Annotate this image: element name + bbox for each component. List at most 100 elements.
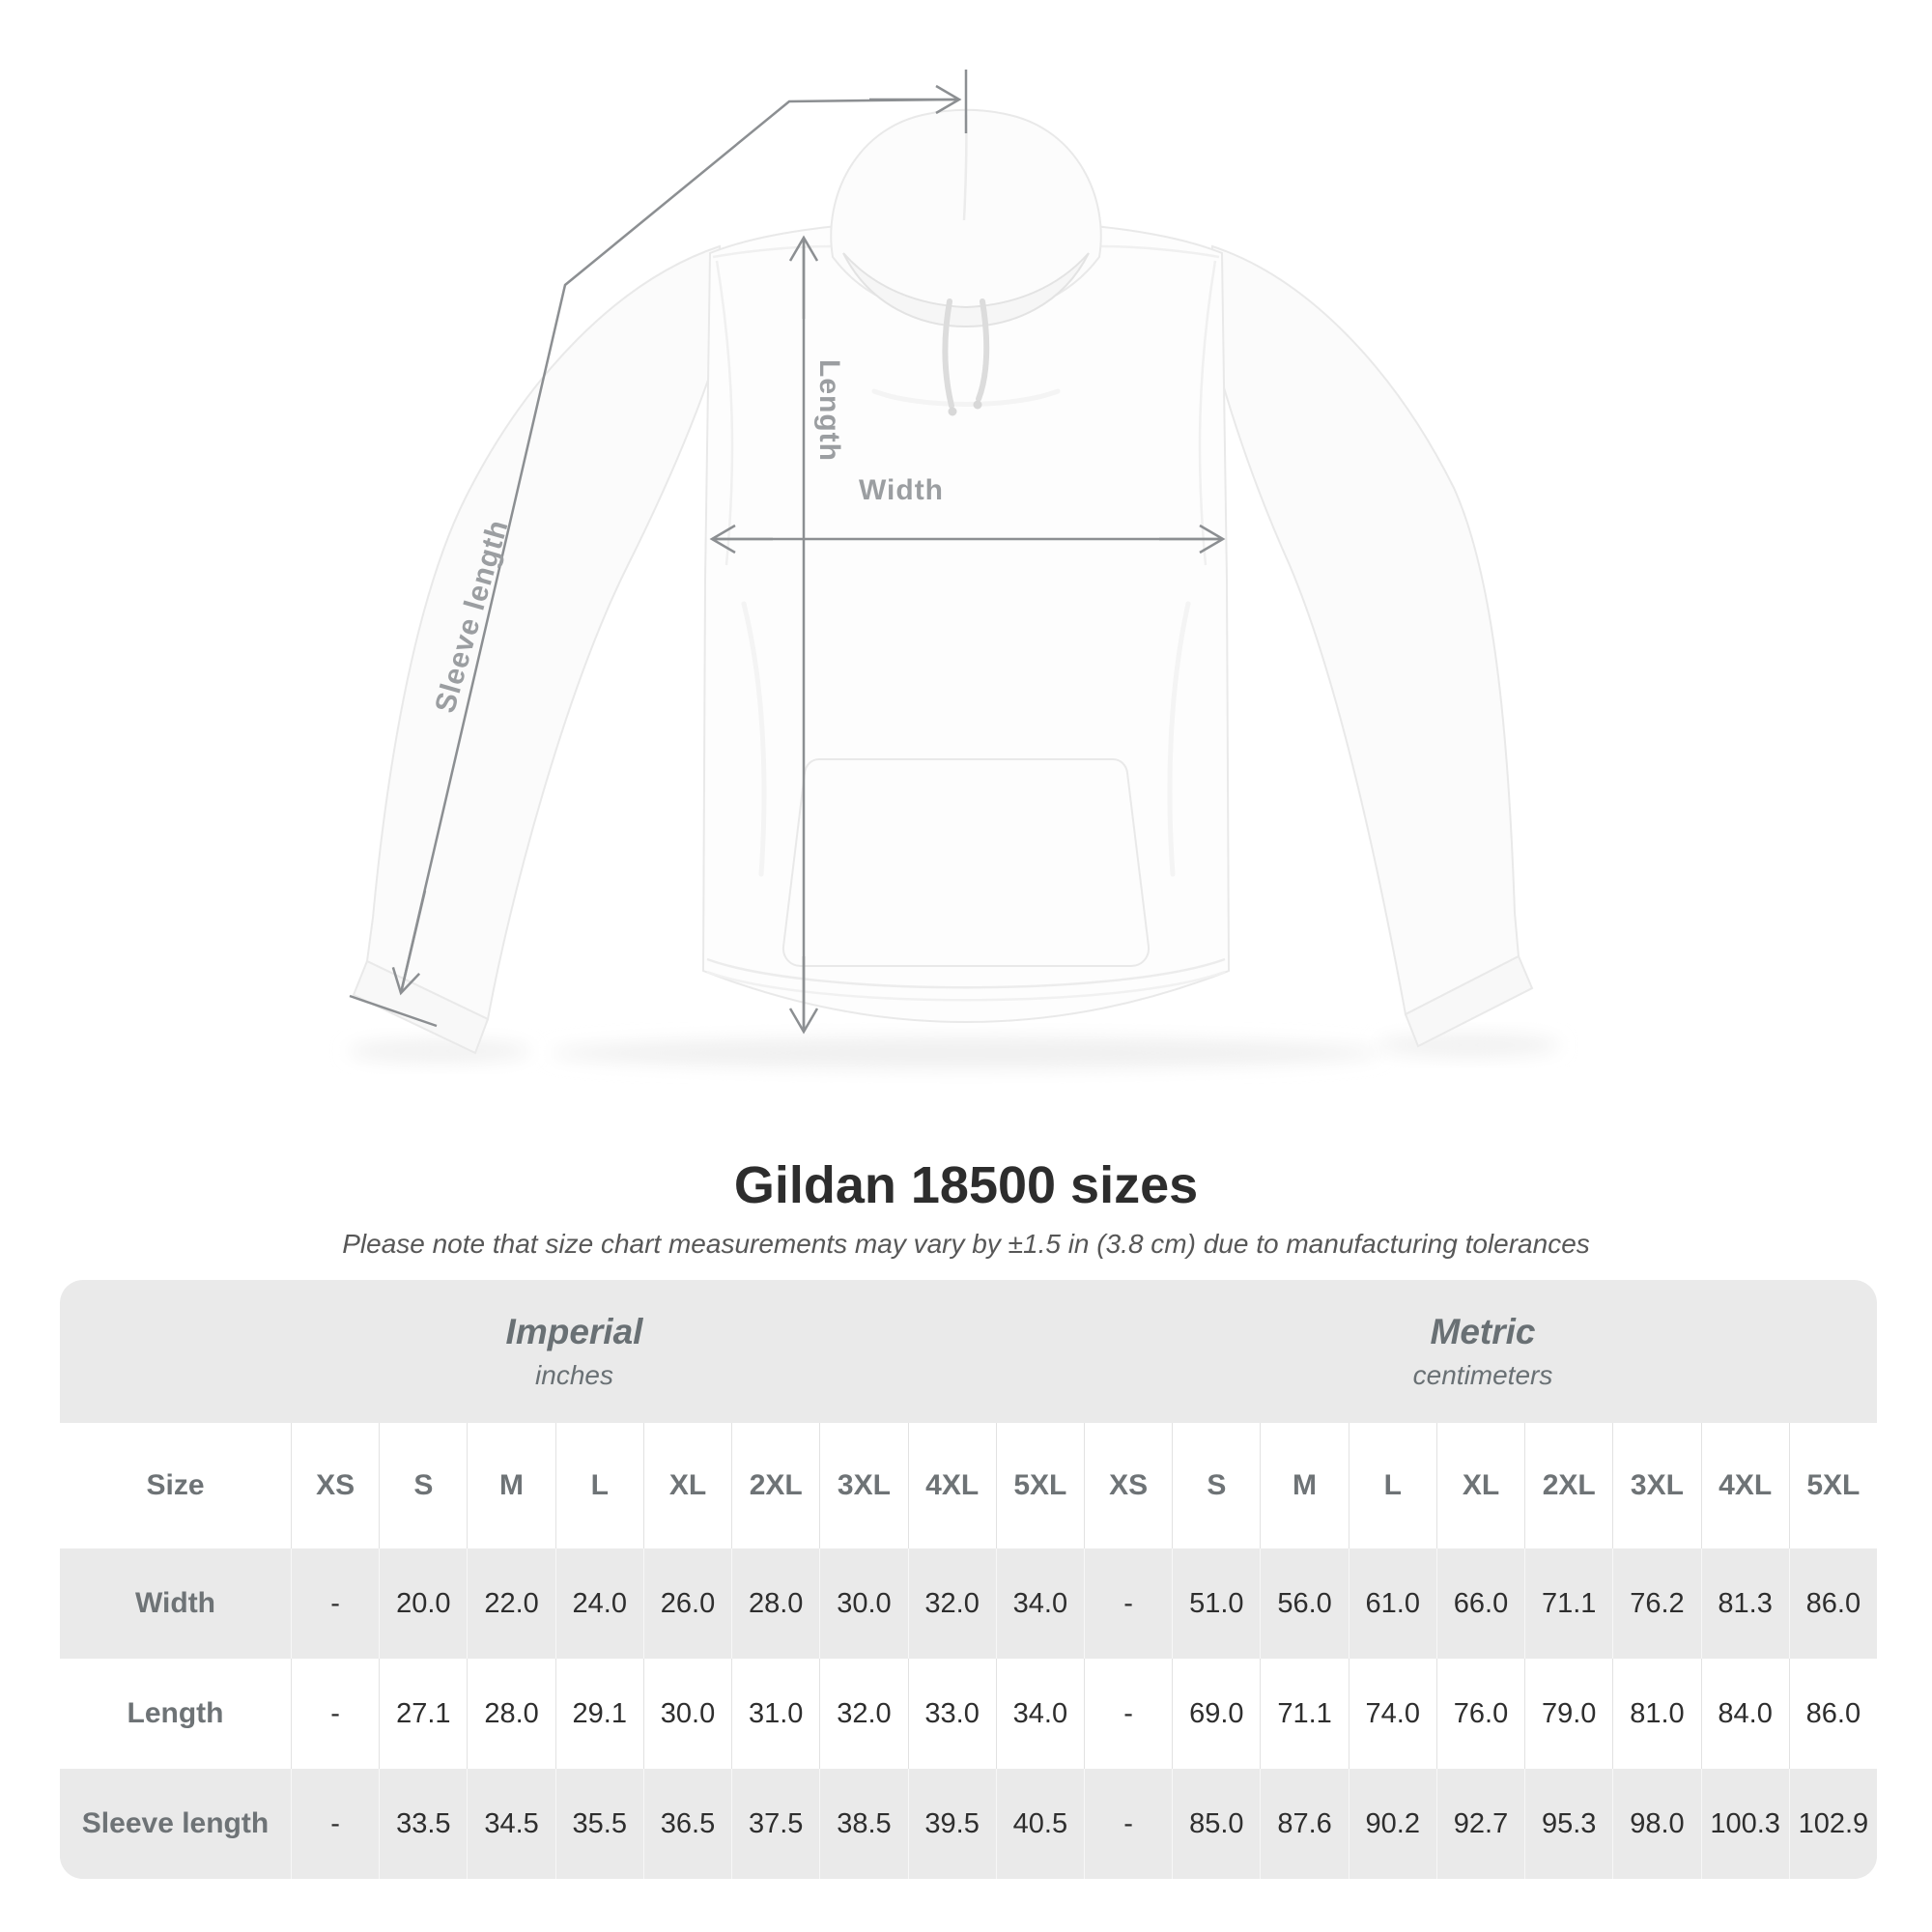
metric-group-header: Metric centimeters <box>1089 1280 1877 1423</box>
size-header: 3XL <box>1612 1423 1700 1548</box>
size-col-header: Size <box>146 1469 205 1501</box>
left-cuff <box>352 959 490 1055</box>
size-header: 5XL <box>1788 1423 1877 1548</box>
hem-stitching <box>706 957 1226 989</box>
size-header: 4XL <box>907 1423 996 1548</box>
size-header: XS <box>291 1423 379 1548</box>
table-cell: 100.3 <box>1700 1769 1789 1879</box>
sleeve-cuff-tick <box>349 994 438 1028</box>
table-cell: 87.6 <box>1260 1769 1348 1879</box>
table-row-sleeve-length: Sleeve length - 33.5 34.5 35.5 36.5 37.5… <box>60 1769 1877 1879</box>
table-cell: 26.0 <box>642 1548 731 1659</box>
table-cell: 81.0 <box>1612 1659 1700 1769</box>
metric-label: Metric <box>1430 1312 1536 1351</box>
row-label: Width <box>134 1587 216 1619</box>
table-cell: 98.0 <box>1612 1769 1700 1879</box>
table-cell: 34.0 <box>995 1659 1084 1769</box>
table-cell: - <box>1083 1659 1172 1769</box>
hoodie-hood <box>830 108 1102 416</box>
table-cell: 38.5 <box>819 1769 907 1879</box>
table-cell: 30.0 <box>819 1548 907 1659</box>
table-cell: 90.2 <box>1348 1769 1436 1879</box>
table-cell: 69.0 <box>1172 1659 1260 1769</box>
table-cell: 84.0 <box>1700 1659 1789 1769</box>
table-cell: 29.1 <box>554 1659 643 1769</box>
table-cell: 39.5 <box>907 1769 996 1879</box>
size-header: 2XL <box>1524 1423 1612 1548</box>
size-header: 3XL <box>819 1423 907 1548</box>
table-cell: 76.0 <box>1435 1659 1524 1769</box>
table-cell: 86.0 <box>1788 1659 1877 1769</box>
table-cell: - <box>1083 1548 1172 1659</box>
size-header: M <box>1260 1423 1348 1548</box>
table-cell: 61.0 <box>1348 1548 1436 1659</box>
hoodie-shadow <box>348 1034 1560 1068</box>
table-cell: 34.0 <box>995 1548 1084 1659</box>
table-cell: 30.0 <box>642 1659 731 1769</box>
width-label: Width <box>858 474 945 506</box>
table-cell: 33.0 <box>907 1659 996 1769</box>
table-cell: 28.0 <box>731 1548 819 1659</box>
imperial-unit: inches <box>535 1360 613 1390</box>
table-cell: 102.9 <box>1788 1769 1877 1879</box>
size-header: L <box>554 1423 643 1548</box>
table-cell: - <box>1083 1769 1172 1879</box>
hood-opening <box>842 252 1090 328</box>
size-header: 5XL <box>995 1423 1084 1548</box>
left-sleeve <box>365 244 728 1021</box>
table-cell: 71.1 <box>1524 1548 1612 1659</box>
unit-header-band: Imperial inches Metric centimeters <box>60 1280 1877 1423</box>
title-block: Gildan 18500 sizes Please note that size… <box>0 1155 1932 1260</box>
table-cell: 27.1 <box>379 1659 467 1769</box>
table-cell: 34.5 <box>467 1769 554 1879</box>
size-header: S <box>1172 1423 1260 1548</box>
size-header-row: Size XS S M L XL 2XL 3XL 4XL 5XL XS S M … <box>60 1423 1877 1548</box>
table-cell: 71.1 <box>1260 1659 1348 1769</box>
table-cell: 76.2 <box>1612 1548 1700 1659</box>
metric-unit: centimeters <box>1412 1360 1553 1390</box>
table-cell: 86.0 <box>1788 1548 1877 1659</box>
row-label: Sleeve length <box>81 1807 270 1839</box>
size-header: M <box>467 1423 554 1548</box>
size-header: 4XL <box>1700 1423 1789 1548</box>
table-cell: 32.0 <box>819 1659 907 1769</box>
size-header: XL <box>642 1423 731 1548</box>
size-header: 2XL <box>731 1423 819 1548</box>
table-row-length: Length - 27.1 28.0 29.1 30.0 31.0 32.0 3… <box>60 1659 1877 1769</box>
table-row-width: Width - 20.0 22.0 24.0 26.0 28.0 30.0 32… <box>60 1548 1877 1659</box>
table-cell: 37.5 <box>731 1769 819 1879</box>
size-header: L <box>1348 1423 1436 1548</box>
size-table: Imperial inches Metric centimeters Size … <box>60 1280 1877 1879</box>
measurement-lines <box>349 70 1226 1035</box>
table-cell: 35.5 <box>554 1769 643 1879</box>
table-cell: 33.5 <box>379 1769 467 1879</box>
drawstrings <box>942 298 990 409</box>
table-cell: 32.0 <box>907 1548 996 1659</box>
kangaroo-pocket <box>781 758 1151 967</box>
table-cell: - <box>291 1769 379 1879</box>
hoodie-sleeves <box>352 244 1534 1055</box>
table-cell: 36.5 <box>642 1769 731 1879</box>
table-cell: 40.5 <box>995 1769 1084 1879</box>
table-cell: - <box>291 1548 379 1659</box>
table-cell: 22.0 <box>467 1548 554 1659</box>
table-cell: 66.0 <box>1435 1548 1524 1659</box>
table-cell: 79.0 <box>1524 1659 1612 1769</box>
table-cell: 74.0 <box>1348 1659 1436 1769</box>
fold-lines <box>741 388 1191 877</box>
table-cell: 95.3 <box>1524 1769 1612 1879</box>
size-header: S <box>379 1423 467 1548</box>
size-header: XS <box>1083 1423 1172 1548</box>
right-sleeve <box>1204 244 1520 1016</box>
row-label: Length <box>127 1697 224 1729</box>
table-cell: 24.0 <box>554 1548 643 1659</box>
table-cell: - <box>291 1659 379 1769</box>
table-cell: 51.0 <box>1172 1548 1260 1659</box>
table-cell: 56.0 <box>1260 1548 1348 1659</box>
table-cell: 31.0 <box>731 1659 819 1769</box>
table-cell: 85.0 <box>1172 1769 1260 1879</box>
table-cell: 28.0 <box>467 1659 554 1769</box>
imperial-label: Imperial <box>505 1312 643 1351</box>
size-header: XL <box>1435 1423 1524 1548</box>
